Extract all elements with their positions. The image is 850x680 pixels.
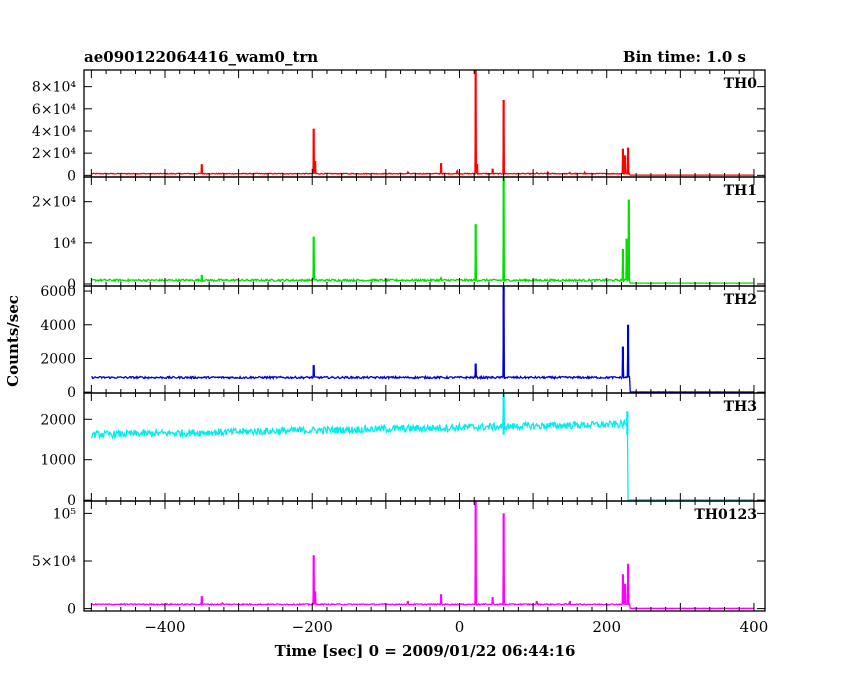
- y-tick-label: 4000: [40, 318, 76, 334]
- y-tick-label: 10⁴: [53, 236, 77, 252]
- panel-frame: [83, 500, 766, 612]
- series-line-th2: [91, 285, 754, 393]
- series-line-th3: [90, 392, 755, 501]
- panel-label-th1: TH1: [724, 183, 757, 199]
- panel-th1: 0 10⁴ 2×10⁴ TH1: [32, 176, 766, 293]
- series-line-th0: [91, 69, 754, 176]
- panels-group: 0 2×10⁴ 4×10⁴ 6×10⁴ 8×10⁴ TH0 0 10⁴ 2×10⁴ TH1 0 200…: [32, 69, 769, 636]
- x-tick-label: 0: [455, 618, 465, 636]
- y-tick-label: 0: [67, 493, 76, 509]
- panel-th3: 0 1000 2000 TH3: [40, 392, 766, 509]
- y-tick-label: 0: [67, 168, 76, 184]
- panel-th0: 0 2×10⁴ 4×10⁴ 6×10⁴ 8×10⁴ TH0: [32, 69, 766, 184]
- panel-frame: [83, 69, 766, 178]
- y-tick-label: 1000: [40, 453, 76, 469]
- y-tick-label: 0: [67, 602, 76, 618]
- panel-th0123: 0 5×10⁴ 10⁵ TH0123: [32, 500, 766, 618]
- chart-title-left: ae090122064416_wam0_trn: [84, 48, 318, 66]
- x-tick-label: 400: [740, 618, 769, 636]
- chart-title-right: Bin time: 1.0 s: [623, 48, 746, 66]
- y-tick-label: 8×10⁴: [32, 80, 76, 96]
- series-line-th1: [90, 176, 754, 284]
- x-axis-label: Time [sec] 0 = 2009/01/22 06:44:16: [275, 642, 576, 660]
- panel-label-th3: TH3: [724, 399, 757, 415]
- panel-label-th0: TH0: [724, 76, 758, 92]
- panel-label-th2: TH2: [724, 292, 757, 308]
- x-tick-label: −400: [144, 618, 185, 636]
- panel-frame: [83, 176, 766, 287]
- series-line-th0123: [91, 500, 754, 610]
- y-tick-label: 10⁵: [53, 506, 77, 522]
- panel-th2: 0 2000 4000 6000 TH2: [40, 284, 766, 401]
- x-tick-label: −200: [292, 618, 333, 636]
- y-tick-label: 0: [67, 277, 76, 293]
- y-tick-label: 6×10⁴: [32, 102, 76, 118]
- panel-frame: [83, 392, 766, 502]
- y-tick-label: 4×10⁴: [32, 124, 76, 140]
- y-tick-label: 6000: [40, 284, 76, 300]
- y-tick-label: 5×10⁴: [32, 554, 76, 570]
- y-tick-label: 2000: [40, 351, 76, 367]
- panel-label-th0123: TH0123: [694, 507, 757, 523]
- y-tick-label: 2×10⁴: [32, 146, 76, 162]
- x-tick-label: 200: [592, 618, 621, 636]
- y-tick-label: 2000: [40, 412, 76, 428]
- y-tick-label: 0: [67, 385, 76, 401]
- y-tick-label: 2×10⁴: [32, 195, 76, 211]
- y-axis-label: Counts/sec: [4, 295, 22, 387]
